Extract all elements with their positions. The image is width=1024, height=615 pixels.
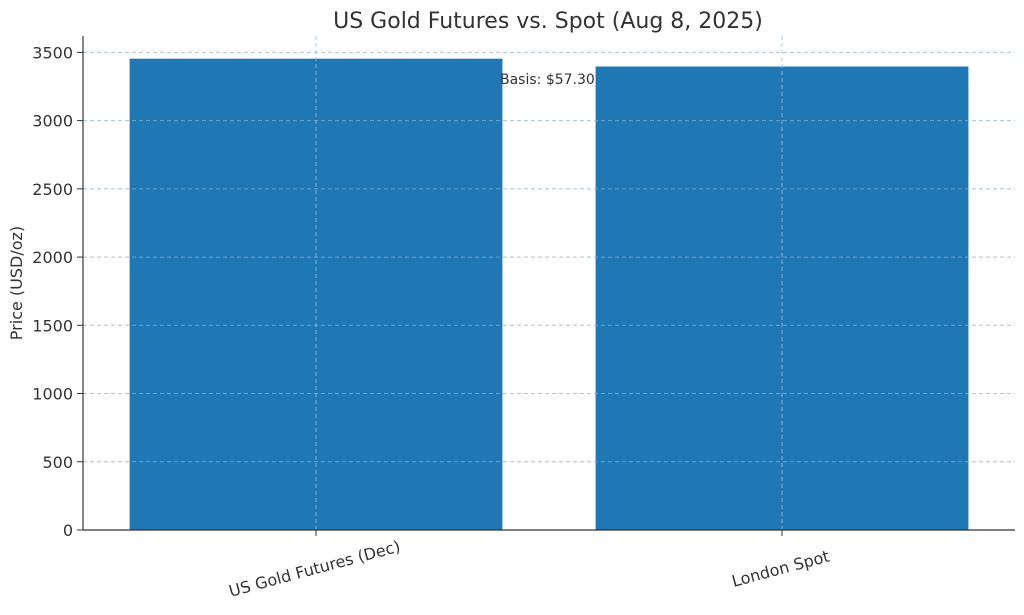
y-tick-label: 0 xyxy=(63,521,73,540)
y-tick-label: 3000 xyxy=(32,112,73,131)
bars xyxy=(83,36,1015,531)
y-tick-label: 1500 xyxy=(32,316,73,335)
x-ticks: US Gold Futures (Dec) London Spot xyxy=(227,530,832,601)
y-tick-label: 2500 xyxy=(32,180,73,199)
chart-title: US Gold Futures vs. Spot (Aug 8, 2025) xyxy=(333,9,763,34)
basis-annotation: Basis: $57.30 xyxy=(500,72,595,88)
y-ticks: 0 500 1000 1500 2000 2500 3000 3500 xyxy=(32,43,83,540)
y-tick-label: 500 xyxy=(42,453,73,472)
annotations: Basis: $57.30 xyxy=(500,72,595,88)
y-tick-label: 3500 xyxy=(32,43,73,62)
y-axis-label: Price (USD/oz) xyxy=(7,226,26,340)
x-tick-label: London Spot xyxy=(730,547,832,591)
axes xyxy=(82,36,1015,531)
x-tick-label: US Gold Futures (Dec) xyxy=(227,537,403,601)
y-tick-label: 1000 xyxy=(32,385,73,404)
y-tick-label: 2000 xyxy=(32,248,73,267)
